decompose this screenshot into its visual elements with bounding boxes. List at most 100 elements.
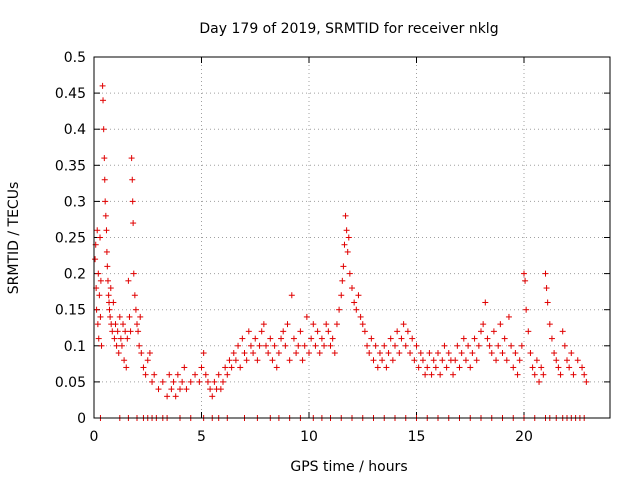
y-tick-label: 0.3: [64, 194, 86, 210]
data-point: [551, 350, 558, 357]
data-point: [104, 277, 111, 284]
data-point: [467, 364, 474, 371]
data-point: [293, 350, 300, 357]
data-point: [544, 299, 551, 306]
plot-frame: [93, 56, 611, 419]
data-point: [570, 371, 577, 378]
data-point: [366, 350, 373, 357]
data-point: [557, 371, 564, 378]
x-tick-label: 20: [515, 429, 533, 445]
data-point: [116, 313, 123, 320]
data-point: [398, 335, 405, 342]
data-point: [94, 227, 101, 234]
data-point: [124, 335, 131, 342]
data-point: [325, 328, 332, 335]
data-point: [303, 313, 310, 320]
data-point: [136, 342, 143, 349]
data-point: [95, 270, 102, 277]
data-point: [97, 277, 104, 284]
data-point: [381, 342, 388, 349]
data-point: [308, 335, 315, 342]
data-point: [359, 321, 366, 328]
data-point: [115, 350, 122, 357]
data-point: [138, 350, 145, 357]
data-point: [336, 306, 343, 313]
data-point: [454, 342, 461, 349]
data-point: [527, 350, 534, 357]
data-point: [107, 285, 114, 292]
data-point: [200, 350, 207, 357]
data-point: [499, 350, 506, 357]
data-points: [92, 82, 590, 421]
data-point: [525, 328, 532, 335]
data-point: [583, 378, 590, 385]
data-point: [473, 357, 480, 364]
data-point: [273, 364, 280, 371]
y-tick-label: 0.1: [64, 339, 86, 355]
data-point: [370, 357, 377, 364]
data-point: [424, 364, 431, 371]
data-point: [536, 378, 543, 385]
data-point: [132, 306, 139, 313]
data-point: [475, 342, 482, 349]
data-point: [100, 97, 107, 104]
data-point: [426, 350, 433, 357]
data-point: [312, 342, 319, 349]
data-point: [400, 321, 407, 328]
data-point: [529, 364, 536, 371]
data-point: [299, 357, 306, 364]
data-point: [179, 378, 186, 385]
data-point: [241, 350, 248, 357]
data-point: [523, 306, 530, 313]
data-point: [581, 371, 588, 378]
y-tick-label: 0.35: [55, 158, 86, 174]
data-point: [170, 378, 177, 385]
data-point: [98, 342, 105, 349]
data-point: [340, 263, 347, 270]
y-tick-label: 0.25: [55, 231, 86, 247]
data-point: [441, 342, 448, 349]
data-point: [297, 328, 304, 335]
data-point: [140, 364, 147, 371]
data-point: [329, 335, 336, 342]
data-point: [254, 357, 261, 364]
data-point: [222, 364, 229, 371]
data-point: [196, 378, 203, 385]
y-axis-label: SRMTID / TECUs: [6, 182, 22, 295]
data-point: [460, 335, 467, 342]
data-point: [480, 321, 487, 328]
data-point: [488, 350, 495, 357]
data-point: [310, 321, 317, 328]
data-point: [372, 342, 379, 349]
data-point: [361, 328, 368, 335]
data-point: [346, 270, 353, 277]
data-point: [409, 335, 416, 342]
x-tick-label: 10: [300, 429, 318, 445]
data-point: [121, 357, 128, 364]
data-point: [177, 386, 183, 393]
data-point: [275, 350, 282, 357]
data-point: [101, 155, 108, 162]
data-point: [239, 335, 246, 342]
data-point: [130, 220, 137, 227]
data-point: [404, 328, 411, 335]
data-point: [522, 277, 529, 284]
data-point: [278, 335, 285, 342]
data-point: [516, 357, 523, 364]
data-point: [495, 342, 502, 349]
data-point: [183, 386, 190, 393]
data-point: [256, 342, 263, 349]
data-point: [111, 335, 118, 342]
data-point: [364, 342, 371, 349]
data-point: [146, 350, 153, 357]
data-point: [345, 234, 352, 241]
data-point: [280, 328, 287, 335]
x-tick-label: 0: [90, 429, 99, 445]
chart-title: Day 179 of 2019, SRMTID for receiver nkl…: [199, 21, 498, 37]
data-point: [174, 371, 181, 378]
data-point: [130, 270, 137, 277]
data-point: [250, 350, 257, 357]
data-point: [192, 371, 199, 378]
data-point: [323, 321, 330, 328]
data-point: [402, 342, 409, 349]
